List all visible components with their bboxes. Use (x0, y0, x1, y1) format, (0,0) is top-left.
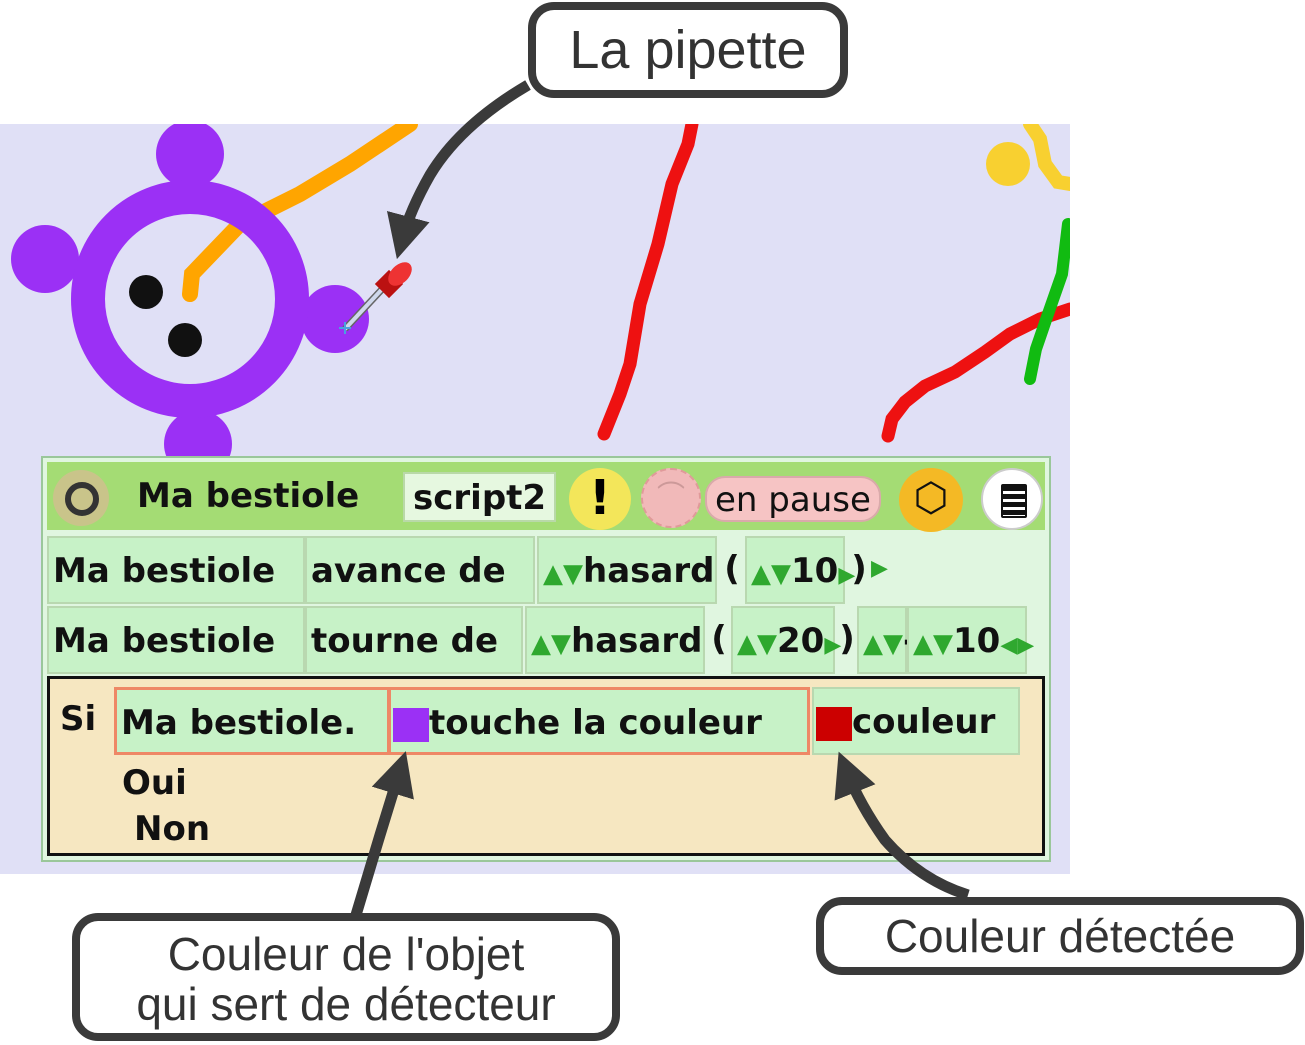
arg2-cell[interactable]: ▲▼10◀▶ (907, 606, 1034, 674)
callout-detector-line2: qui sert de détecteur (136, 978, 556, 1030)
else-label: Non (134, 809, 211, 849)
clock-icon[interactable]: ⌒ (641, 468, 701, 528)
updown-arrows-icon[interactable]: ▲▼ (531, 629, 571, 659)
script-panel: Ma bestiole script2 ! ⌒ en pause ⬡ Ma be… (41, 456, 1051, 862)
notepad-icon[interactable] (981, 468, 1043, 530)
callout-pipette-text: La pipette (569, 20, 807, 80)
function-cell[interactable]: ▲▼hasard (525, 606, 705, 674)
instruction-row-turn[interactable]: Ma bestiole tourne de ▲▼hasard ( ▲▼20▶ )… (47, 606, 1045, 674)
function-cell[interactable]: ▲▼hasard (537, 536, 717, 604)
ring-icon[interactable] (53, 470, 109, 526)
detector-color-swatch[interactable] (393, 707, 429, 742)
arg-value: 20 (777, 621, 825, 661)
function-label: hasard (571, 621, 703, 661)
yellow-trail (1023, 124, 1070, 191)
if-keyword: Si (60, 699, 97, 739)
right-triangle-icon[interactable]: ▶ (824, 633, 842, 658)
operator-cell[interactable]: ▲▼- (857, 606, 917, 674)
actor-cell[interactable]: Ma bestiole (47, 536, 305, 604)
arg-cell[interactable]: ▲▼10▶ (745, 536, 855, 604)
open-paren: ( (724, 549, 740, 589)
command-cell[interactable]: avance de (305, 536, 535, 604)
then-label: Oui (122, 763, 187, 803)
callout-detected-text: Couleur détectée (884, 910, 1236, 962)
detected-color-swatch[interactable] (816, 706, 852, 741)
red-trail (597, 124, 699, 441)
param-label: couleur (852, 702, 996, 742)
left-right-triangle-icon[interactable]: ◀▶ (1000, 633, 1035, 658)
sprite-name: Ma bestiole (137, 476, 360, 516)
right-triangle-icon[interactable]: ▶ (871, 556, 888, 581)
updown-arrows-icon[interactable]: ▲▼ (737, 629, 777, 659)
eyedropper-icon (339, 262, 412, 334)
updown-arrows-icon[interactable]: ▲▼ (543, 559, 583, 589)
updown-arrows-icon[interactable]: ▲▼ (913, 629, 953, 659)
instruction-row-move[interactable]: Ma bestiole avance de ▲▼hasard ( ▲▼10▶ )… (47, 536, 1045, 604)
condition-object[interactable]: Ma bestiole. (114, 687, 390, 755)
callout-detector-line1: Couleur de l'objet (167, 928, 525, 980)
callout-detector: Couleur de l'objet qui sert de détecteur (72, 913, 620, 1041)
exclamation-icon[interactable]: ! (569, 468, 631, 530)
if-block[interactable]: Si Ma bestiole. touche la couleur couleu… (47, 676, 1045, 856)
callout-detected: Couleur détectée (816, 897, 1304, 975)
red-trail-2 (881, 302, 1070, 443)
open-paren: ( (711, 619, 727, 659)
actor-cell[interactable]: Ma bestiole (47, 606, 305, 674)
arg2-value: 10 (953, 621, 1001, 661)
arg-cell[interactable]: ▲▼20▶ (731, 606, 841, 674)
right-triangle-icon[interactable]: ▶ (838, 563, 856, 588)
close-paren: ) (839, 619, 855, 659)
green-trail (1024, 218, 1070, 385)
function-label: hasard (583, 551, 715, 591)
yellow-blob (986, 142, 1030, 186)
panel-header: Ma bestiole script2 ! ⌒ en pause ⬡ (47, 462, 1045, 532)
updown-arrows-icon[interactable]: ▲▼ (863, 629, 903, 659)
callout-pipette: La pipette (528, 2, 848, 98)
condition-param[interactable]: couleur (812, 687, 1020, 755)
command-cell[interactable]: tourne de (305, 606, 523, 674)
script-name-field[interactable]: script2 (403, 472, 557, 522)
arg-value: 10 (791, 551, 839, 591)
method-label: touche la couleur (429, 703, 762, 743)
condition-method[interactable]: touche la couleur (388, 687, 810, 755)
close-paren: ) (851, 549, 867, 589)
cube-icon[interactable]: ⬡ (899, 468, 963, 532)
orange-trail (182, 124, 418, 302)
updown-arrows-icon[interactable]: ▲▼ (751, 559, 791, 589)
status-badge[interactable]: en pause (705, 476, 881, 522)
